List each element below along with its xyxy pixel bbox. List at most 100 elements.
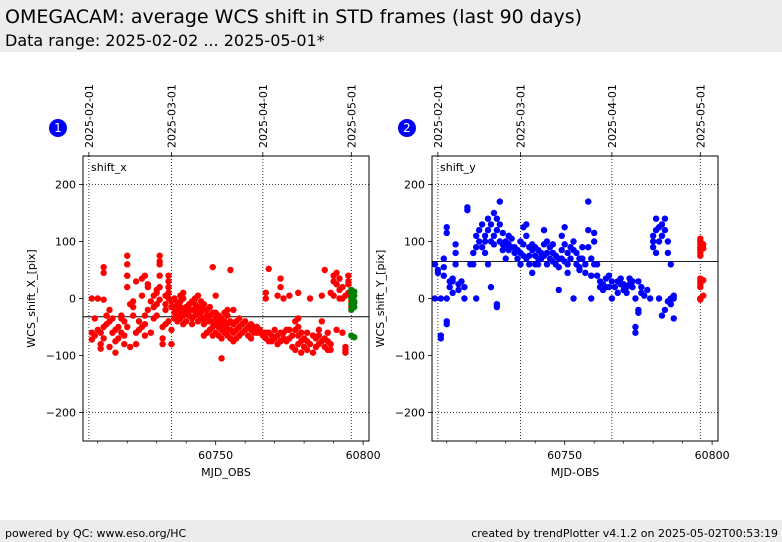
data-point: [570, 295, 577, 302]
data-point: [162, 301, 169, 308]
data-point: [188, 320, 196, 328]
data-point: [664, 238, 672, 245]
data-point: [608, 295, 616, 302]
data-point: [470, 261, 477, 268]
data-point: [526, 261, 533, 268]
data-point: [561, 241, 568, 248]
data-point: [100, 263, 107, 271]
data-point: [121, 318, 128, 325]
data-point: [165, 318, 172, 325]
data-point: [129, 312, 137, 319]
data-point: [697, 252, 704, 259]
data-point: [289, 332, 296, 339]
data-point: [496, 221, 504, 228]
data-point: [126, 343, 134, 351]
data-point: [632, 329, 639, 336]
date-tick-label: 2025-05-01: [345, 84, 358, 148]
charts-area: 2025-02-01 2025-03-01 2025-04-01 2025-05-01…: [25, 84, 730, 479]
data-point: [655, 295, 663, 302]
data-point: [218, 335, 225, 342]
data-point: [470, 249, 477, 257]
data-point: [658, 221, 666, 228]
data-point: [452, 249, 459, 257]
data-point: [241, 318, 249, 325]
data-point: [588, 255, 595, 262]
data-point: [94, 295, 101, 302]
data-point: [478, 221, 486, 228]
data-point: [212, 292, 219, 299]
data-point: [670, 292, 677, 299]
data-point: [129, 303, 137, 311]
data-point: [333, 269, 340, 277]
data-point: [339, 283, 346, 291]
panel-number-badge: [49, 119, 67, 137]
data-point: [339, 329, 346, 336]
data-point: [106, 306, 113, 314]
data-point: [570, 238, 577, 245]
data-point: [165, 272, 172, 279]
data-point: [165, 278, 172, 285]
data-point: [585, 198, 592, 205]
data-point: [638, 283, 645, 291]
data-point: [661, 226, 669, 234]
data-point: [585, 244, 592, 251]
data-point: [697, 283, 704, 291]
data-point: [649, 238, 657, 245]
data-point: [661, 306, 669, 314]
data-point: [487, 283, 495, 291]
page-title: OMEGACAM: average WCS shift in STD frame…: [5, 6, 583, 28]
data-point: [97, 345, 104, 352]
data-point: [206, 303, 213, 311]
data-point: [558, 246, 565, 254]
data-point: [588, 272, 595, 279]
panel-label: shift_y: [440, 161, 476, 174]
data-point: [345, 272, 352, 279]
data-point: [168, 340, 175, 348]
data-point: [529, 269, 536, 277]
data-point: [517, 261, 524, 268]
y-tick-label: 100: [55, 236, 76, 249]
data-point: [543, 238, 551, 245]
data-point: [112, 349, 119, 356]
data-point: [464, 206, 471, 214]
chart-panel-shift-x: 2025-02-01 2025-03-01 2025-04-01 2025-05-01…: [25, 84, 381, 479]
data-point: [297, 349, 305, 356]
data-point: [315, 326, 323, 334]
x-tick-label: 60800: [346, 449, 381, 462]
data-point: [292, 346, 299, 353]
data-point: [336, 275, 343, 282]
data-point: [182, 318, 190, 325]
data-point: [345, 278, 352, 285]
data-point: [579, 244, 586, 251]
data-point: [124, 323, 131, 331]
data-point: [635, 278, 642, 285]
data-point: [194, 292, 202, 299]
data-point: [641, 292, 648, 299]
data-point: [543, 249, 551, 257]
data-point: [156, 283, 163, 291]
panel-number-badge: [398, 119, 416, 137]
data-point: [443, 224, 450, 231]
footer-link[interactable]: powered by QC: www.eso.org/HC: [5, 527, 187, 540]
data-point: [608, 278, 616, 285]
x-axis-label: MJD-OBS: [551, 466, 599, 479]
data-point: [490, 241, 498, 248]
data-point: [209, 263, 216, 271]
data-point: [132, 340, 140, 348]
data-point: [156, 258, 163, 265]
data-point: [115, 335, 122, 342]
data-point: [652, 215, 660, 222]
data-point: [135, 318, 143, 325]
data-point: [523, 232, 530, 239]
data-point: [318, 292, 326, 299]
data-point: [611, 283, 619, 291]
data-point: [473, 295, 480, 302]
data-point: [635, 309, 642, 316]
footer-credit: created by trendPlotter v4.1.2 on 2025-0…: [471, 527, 778, 540]
data-point: [700, 245, 707, 252]
data-point: [493, 226, 501, 234]
data-point: [218, 355, 225, 362]
data-point: [91, 315, 98, 322]
data-point: [351, 299, 358, 307]
plot-frame: [82, 155, 370, 442]
